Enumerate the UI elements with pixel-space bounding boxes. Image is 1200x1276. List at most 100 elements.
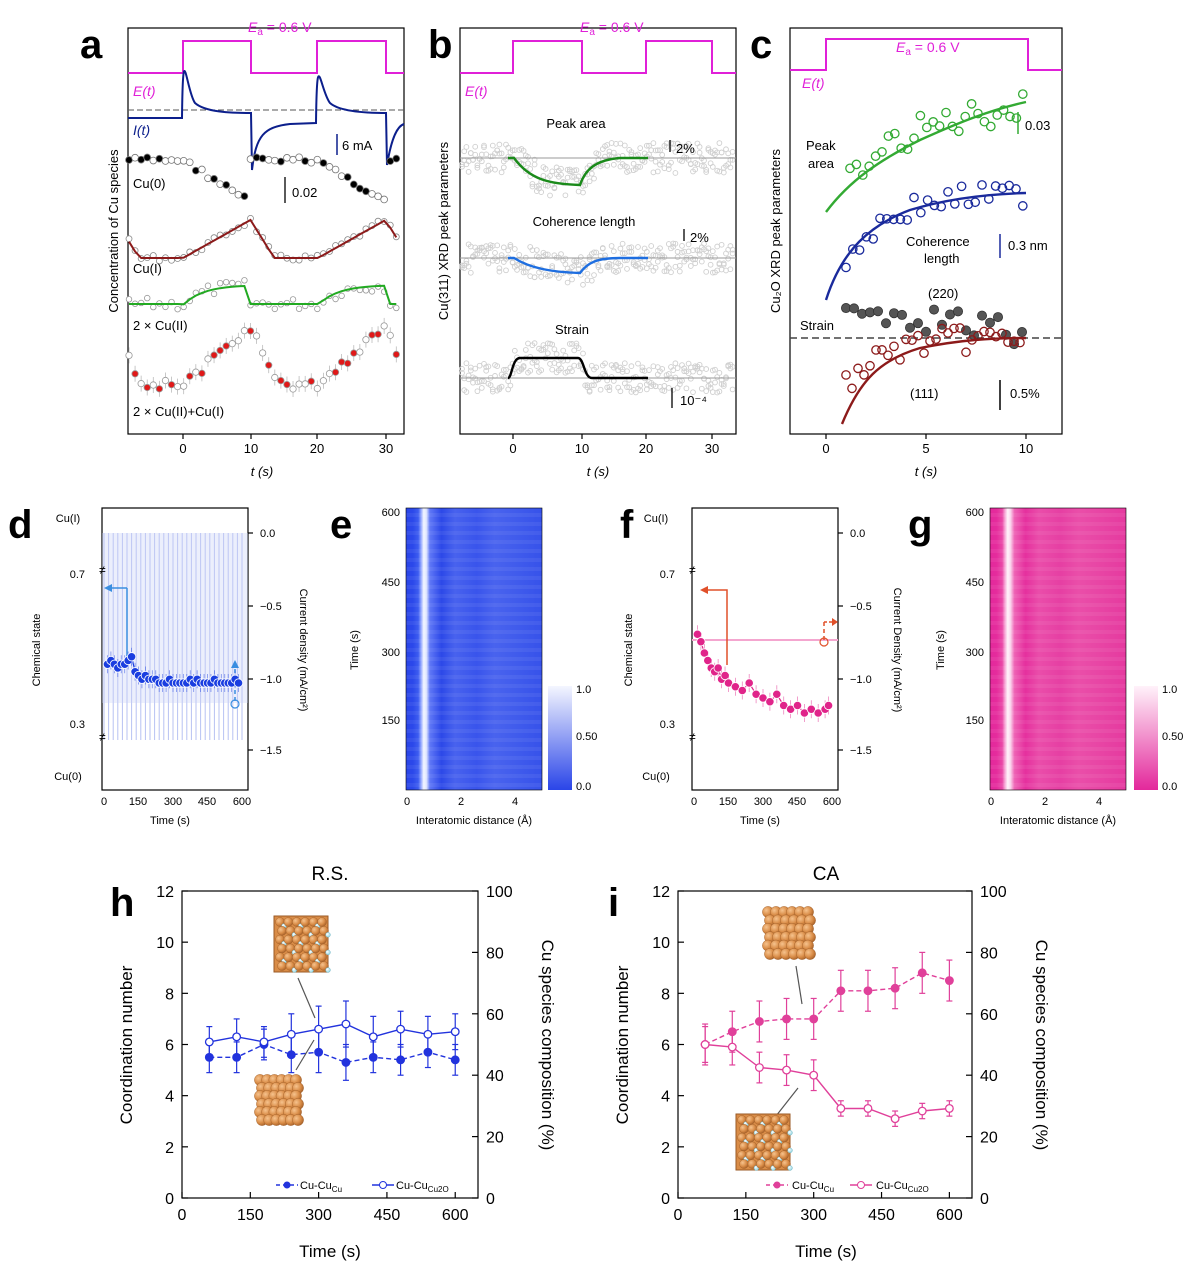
noise-point <box>575 266 582 272</box>
cu-atom <box>317 917 327 927</box>
noise-point <box>670 240 677 247</box>
cu-atom <box>317 952 327 962</box>
noise-point <box>663 144 670 150</box>
panel-f-frame <box>691 507 839 791</box>
svg-text:Cu-CuCu: Cu-CuCu <box>300 1180 342 1194</box>
strain-220-point <box>929 304 940 315</box>
noise-point <box>507 242 514 248</box>
noise-point <box>562 192 569 199</box>
strain-111-point <box>961 347 971 358</box>
noise-point <box>558 365 564 372</box>
noise-point <box>674 365 681 371</box>
noise-point <box>586 388 593 395</box>
xtick-label: 150 <box>237 1207 264 1224</box>
state-point <box>692 629 703 639</box>
cu-atom <box>745 1132 756 1143</box>
noise-point <box>687 375 694 382</box>
noise-point <box>621 142 628 149</box>
noise-point <box>705 245 712 252</box>
cu-atom <box>310 943 321 954</box>
xtick-label: 150 <box>732 1207 759 1224</box>
cu2-point <box>338 292 345 300</box>
panel-d-current-oscillation <box>102 533 248 740</box>
area-point <box>883 131 894 141</box>
svg-text:0: 0 <box>404 796 410 808</box>
noise-point <box>472 151 479 158</box>
cu-atom <box>283 934 294 945</box>
state-point <box>799 708 810 718</box>
data-point <box>341 1019 351 1029</box>
panel-i-series <box>700 951 954 1127</box>
noise-point <box>483 367 490 374</box>
panel-a-et: E(t) <box>133 83 156 99</box>
sum-point <box>350 349 358 357</box>
coherence-point <box>997 183 1008 194</box>
svg-text:−1.0: −1.0 <box>850 674 872 686</box>
panel-a-current-scale: 6 mA <box>342 138 373 153</box>
data-point <box>754 1063 764 1072</box>
panel-f-ltick-cu1: Cu(I) <box>644 513 668 525</box>
noise-point <box>698 258 705 265</box>
cu0-point <box>349 180 358 189</box>
strain-111-point <box>901 334 911 345</box>
panel-f-chemical-state <box>692 625 834 722</box>
panel-i-frame <box>677 890 973 1199</box>
cu0-point <box>313 155 322 164</box>
panel-h-legend: Cu-CuCu Cu-CuCu2O <box>276 1180 449 1194</box>
panel-g-xticks: 0 2 4 <box>988 796 1102 808</box>
panel-f-right-ticks: 0.0 −0.5 −1.0 −1.5 <box>838 528 872 757</box>
sum-point <box>259 349 267 357</box>
noise-point <box>577 254 584 260</box>
noise-point <box>551 185 558 192</box>
noise-point <box>665 166 672 172</box>
svg-text:450: 450 <box>966 577 984 589</box>
noise-point <box>679 243 685 249</box>
panel-a-xticks: 0 10 20 30 <box>179 434 393 456</box>
sum-point <box>362 336 370 344</box>
cu2-point <box>174 305 181 313</box>
cu0-point <box>198 165 206 174</box>
area-point <box>851 159 862 170</box>
noise-point <box>531 274 538 281</box>
noise-point <box>538 347 545 353</box>
noise-point <box>591 249 597 256</box>
panel-letter-e: e <box>330 503 352 547</box>
area-point <box>915 110 926 121</box>
cu-atom <box>779 1115 789 1125</box>
noise-point <box>610 149 617 156</box>
xtick-label: 600 <box>442 1207 469 1224</box>
svg-text:0: 0 <box>822 441 829 456</box>
panel-c-scale-area: 0.03 <box>1025 118 1050 133</box>
noise-point <box>696 251 703 258</box>
panel-b-frame <box>459 27 737 435</box>
data-point <box>809 1014 819 1024</box>
noise-point <box>496 141 503 148</box>
noise-point <box>696 144 703 150</box>
cu-atom <box>294 943 304 954</box>
cu1-fit <box>128 218 398 259</box>
cu0-point <box>343 173 352 181</box>
strain-111-point <box>907 335 917 346</box>
noise-point <box>483 151 490 158</box>
svg-text:20: 20 <box>639 441 653 456</box>
sum-point <box>344 359 352 367</box>
panel-a-label-sum: 2 × Cu(II)+Cu(I) <box>133 404 224 419</box>
panel-g: g 1.0 0.50 0.0 600 450 300 150 Time (s) … <box>908 503 1183 827</box>
panel-c-potential-step <box>790 38 1062 71</box>
noise-point <box>652 158 659 165</box>
noise-point <box>558 251 564 257</box>
sum-point <box>155 385 163 393</box>
sum-point <box>137 380 145 388</box>
strain-111-point <box>847 383 857 394</box>
svg-text:30: 30 <box>705 441 719 456</box>
noise-point <box>659 159 666 165</box>
o-atom <box>325 949 331 956</box>
svg-text:450: 450 <box>382 577 400 589</box>
coherence-point <box>1017 201 1028 211</box>
noise-point <box>496 268 503 275</box>
sum-point <box>307 377 315 385</box>
state-point <box>713 663 723 673</box>
panel-b-ea-label: Ea = 0.6 V <box>580 19 644 38</box>
cu-atom <box>762 1132 772 1143</box>
noise-point <box>637 145 644 151</box>
